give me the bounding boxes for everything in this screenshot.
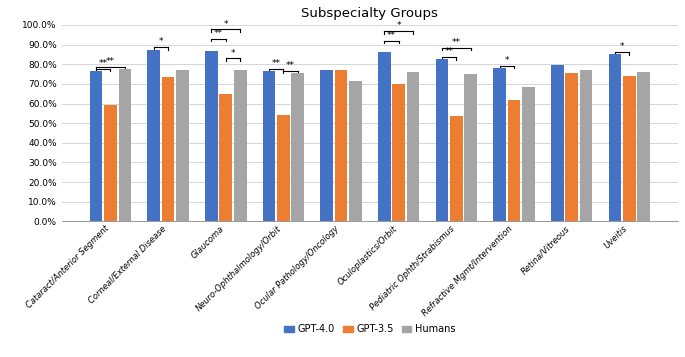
Bar — [292, 73, 304, 221]
Bar — [90, 71, 102, 221]
Bar — [104, 106, 116, 221]
Bar — [508, 100, 521, 221]
Bar — [335, 70, 347, 221]
Text: *: * — [620, 42, 625, 51]
Legend: GPT-4.0, GPT-3.5, Humans: GPT-4.0, GPT-3.5, Humans — [280, 321, 460, 338]
Text: **: ** — [387, 31, 396, 40]
Bar — [551, 65, 564, 221]
Text: **: ** — [272, 59, 281, 68]
Bar — [522, 87, 535, 221]
Bar — [234, 70, 247, 221]
Bar — [147, 50, 160, 221]
Text: *: * — [397, 21, 401, 30]
Bar — [450, 116, 463, 221]
Bar — [378, 52, 390, 221]
Bar — [407, 72, 419, 221]
Bar — [493, 68, 506, 221]
Bar — [393, 84, 405, 221]
Text: **: ** — [452, 38, 461, 47]
Text: *: * — [505, 56, 509, 65]
Bar — [277, 115, 290, 221]
Bar — [464, 74, 477, 221]
Title: Subspecialty Groups: Subspecialty Groups — [301, 7, 438, 20]
Text: **: ** — [286, 61, 295, 70]
Bar — [623, 76, 636, 221]
Bar — [565, 73, 578, 221]
Text: *: * — [223, 20, 228, 29]
Bar — [436, 59, 448, 221]
Bar — [262, 71, 275, 221]
Bar — [349, 81, 362, 221]
Bar — [162, 77, 175, 221]
Text: **: ** — [106, 57, 115, 66]
Bar — [219, 94, 232, 221]
Text: **: ** — [214, 29, 223, 38]
Text: **: ** — [99, 59, 108, 68]
Bar — [119, 69, 132, 221]
Bar — [321, 70, 333, 221]
Bar — [580, 70, 593, 221]
Bar — [205, 50, 218, 221]
Text: *: * — [231, 49, 235, 57]
Bar — [608, 54, 621, 221]
Bar — [176, 70, 189, 221]
Text: **: ** — [445, 47, 453, 56]
Bar — [638, 72, 650, 221]
Text: *: * — [159, 37, 163, 46]
